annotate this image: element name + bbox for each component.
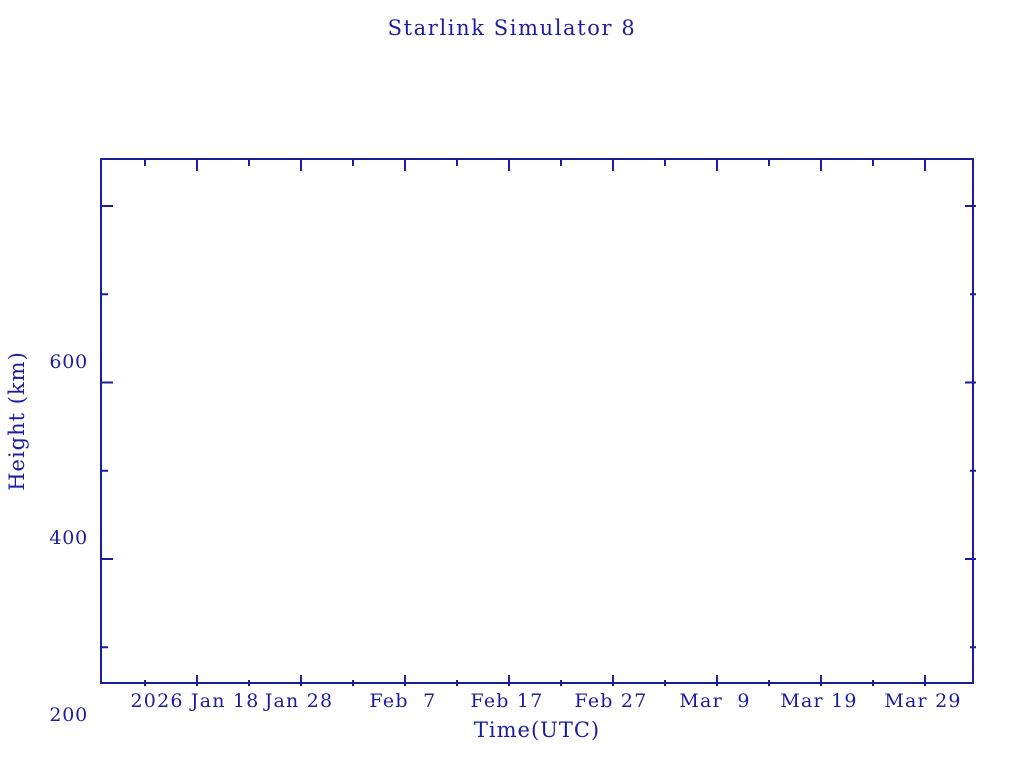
plot-canvas [102, 160, 976, 686]
x-axis-tick-labels: 2026 Jan 18 Jan 28 Feb 7 Feb 17 Feb 27 M… [100, 690, 974, 716]
x-tick-label: Mar 29 [884, 690, 962, 712]
x-axis-title: Time(UTC) [473, 718, 601, 742]
x-tick-label: Feb 27 [574, 690, 648, 712]
plot-area [100, 158, 976, 686]
x-tick-label: Mar 19 [780, 690, 858, 712]
y-tick-label: 400 [49, 527, 88, 549]
x-tick-label: Mar 9 [679, 690, 751, 712]
axis-ticks [102, 160, 976, 686]
x-tick-label: Jan 28 [264, 690, 334, 712]
page-title: Starlink Simulator 8 [387, 16, 637, 40]
x-tick-label: 2026 Jan 18 [130, 690, 260, 712]
y-axis-tick-labels: 600 400 200 [0, 158, 88, 726]
y-tick-label: 200 [49, 704, 88, 726]
x-tick-label: Feb 7 [369, 690, 437, 712]
y-tick-label: 600 [49, 351, 88, 373]
x-tick-label: Feb 17 [470, 690, 544, 712]
